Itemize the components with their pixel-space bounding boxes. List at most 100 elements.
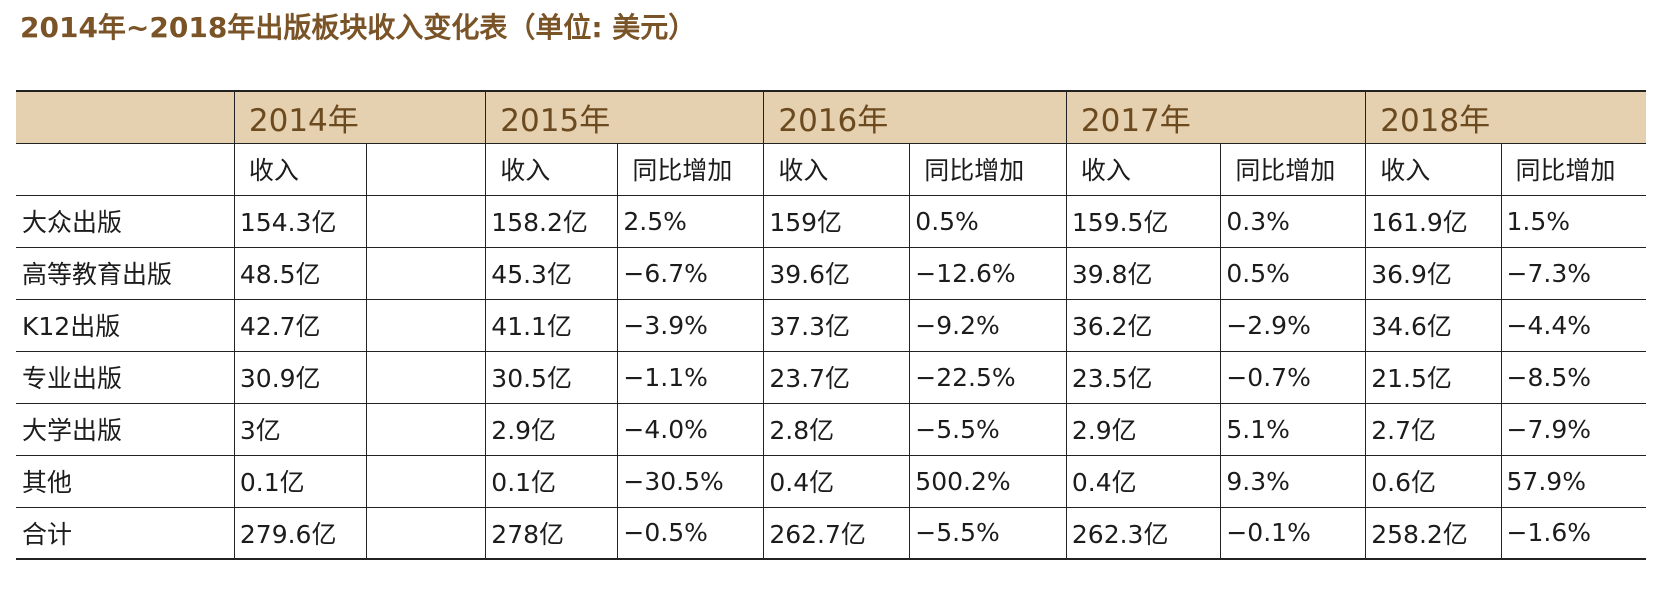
revenue-2015: 0.1亿 <box>485 455 618 508</box>
yoy-2017: 9.3% <box>1220 455 1366 508</box>
revenue-2017: 36.2亿 <box>1065 299 1221 352</box>
revenue-2017: 262.3亿 <box>1065 507 1221 560</box>
table-title: 2014年~2018年出版板块收入变化表（单位: 美元） <box>20 11 697 44</box>
yoy-2017: −2.9% <box>1220 299 1366 352</box>
yoy-2018: −1.6% <box>1500 507 1646 560</box>
yoy-2018: −7.3% <box>1500 247 1646 300</box>
yoy-2016: −5.5% <box>909 507 1067 560</box>
table-row: 大众出版 154.3亿 158.2亿 2.5% 159亿 0.5% 159.5亿… <box>16 195 1646 248</box>
revenue-2018: 2.7亿 <box>1365 403 1502 456</box>
revenue-2018: 21.5亿 <box>1365 351 1502 404</box>
revenue-2018: 34.6亿 <box>1365 299 1502 352</box>
revenue-2017: 23.5亿 <box>1065 351 1221 404</box>
yoy-2015: −30.5% <box>617 455 764 508</box>
revenue-2015: 45.3亿 <box>485 247 618 300</box>
revenue-2016: 262.7亿 <box>763 507 910 560</box>
subheader-revenue-2017: 收入 <box>1065 143 1221 196</box>
revenue-2018: 36.9亿 <box>1365 247 1502 300</box>
yoy-2016: −5.5% <box>909 403 1067 456</box>
yoy-2018: −7.9% <box>1500 403 1646 456</box>
row-label: 合计 <box>16 507 235 560</box>
revenue-2015: 30.5亿 <box>485 351 618 404</box>
year-header-row: 2014年 2015年 2016年 2017年 2018年 <box>16 90 1646 144</box>
row-label: 专业出版 <box>16 351 235 404</box>
revenue-2018: 161.9亿 <box>1365 195 1502 248</box>
year-header-2016: 2016年 <box>763 90 1067 144</box>
revenue-2016: 159亿 <box>763 195 910 248</box>
revenue-2018: 258.2亿 <box>1365 507 1502 560</box>
revenue-2014: 3亿 <box>233 403 367 456</box>
table-row-total: 合计 279.6亿 278亿 −0.5% 262.7亿 −5.5% 262.3亿… <box>16 507 1646 560</box>
table-row: 大学出版 3亿 2.9亿 −4.0% 2.8亿 −5.5% 2.9亿 5.1% … <box>16 403 1646 456</box>
row-label: 高等教育出版 <box>16 247 235 300</box>
revenue-2014: 0.1亿 <box>233 455 367 508</box>
year-header-2015: 2015年 <box>485 90 764 144</box>
table-row: 专业出版 30.9亿 30.5亿 −1.1% 23.7亿 −22.5% 23.5… <box>16 351 1646 404</box>
yoy-2017: 0.3% <box>1220 195 1366 248</box>
revenue-2015: 158.2亿 <box>485 195 618 248</box>
yoy-2018: −8.5% <box>1500 351 1646 404</box>
revenue-2014: 30.9亿 <box>233 351 367 404</box>
subheader-revenue-2015: 收入 <box>485 143 618 196</box>
revenue-2014: 279.6亿 <box>233 507 367 560</box>
yoy-2017: −0.1% <box>1220 507 1366 560</box>
subheader-row: 收入 收入 同比增加 收入 同比增加 收入 同比增加 收入 同比增加 <box>16 143 1646 196</box>
year-header-2014: 2014年 <box>233 90 486 144</box>
yoy-2015: −0.5% <box>617 507 764 560</box>
revenue-2017: 2.9亿 <box>1065 403 1221 456</box>
revenue-2017: 159.5亿 <box>1065 195 1221 248</box>
yoy-2016: 500.2% <box>909 455 1067 508</box>
yoy-2016: 0.5% <box>909 195 1067 248</box>
revenue-table: 2014年 2015年 2016年 2017年 2018年 收入 收入 同比增加… <box>16 90 1646 560</box>
yoy-2018: 57.9% <box>1500 455 1646 508</box>
empty-2014 <box>365 351 486 404</box>
revenue-2014: 154.3亿 <box>233 195 367 248</box>
revenue-2015: 2.9亿 <box>485 403 618 456</box>
revenue-2018: 0.6亿 <box>1365 455 1502 508</box>
row-label: K12出版 <box>16 299 235 352</box>
yoy-2018: −4.4% <box>1500 299 1646 352</box>
corner-cell <box>16 90 235 144</box>
subheader-revenue-2014: 收入 <box>233 143 367 196</box>
revenue-2017: 39.8亿 <box>1065 247 1221 300</box>
subheader-yoy-2015: 同比增加 <box>617 143 764 196</box>
empty-2014 <box>365 247 486 300</box>
revenue-2016: 0.4亿 <box>763 455 910 508</box>
yoy-2015: −3.9% <box>617 299 764 352</box>
revenue-2016: 23.7亿 <box>763 351 910 404</box>
empty-2014 <box>365 507 486 560</box>
subheader-revenue-2018: 收入 <box>1365 143 1502 196</box>
revenue-2014: 42.7亿 <box>233 299 367 352</box>
subheader-empty-2014 <box>365 143 486 196</box>
empty-2014 <box>365 403 486 456</box>
revenue-2016: 37.3亿 <box>763 299 910 352</box>
yoy-2015: 2.5% <box>617 195 764 248</box>
revenue-2016: 39.6亿 <box>763 247 910 300</box>
revenue-2016: 2.8亿 <box>763 403 910 456</box>
subheader-yoy-2016: 同比增加 <box>909 143 1067 196</box>
row-label: 大学出版 <box>16 403 235 456</box>
subheader-yoy-2017: 同比增加 <box>1220 143 1366 196</box>
revenue-2015: 41.1亿 <box>485 299 618 352</box>
row-label: 大众出版 <box>16 195 235 248</box>
yoy-2017: 0.5% <box>1220 247 1366 300</box>
subheader-blank <box>16 143 235 196</box>
yoy-2016: −9.2% <box>909 299 1067 352</box>
empty-2014 <box>365 299 486 352</box>
yoy-2015: −6.7% <box>617 247 764 300</box>
yoy-2016: −22.5% <box>909 351 1067 404</box>
subheader-yoy-2018: 同比增加 <box>1500 143 1646 196</box>
table-row: 其他 0.1亿 0.1亿 −30.5% 0.4亿 500.2% 0.4亿 9.3… <box>16 455 1646 508</box>
yoy-2015: −1.1% <box>617 351 764 404</box>
revenue-2017: 0.4亿 <box>1065 455 1221 508</box>
yoy-2015: −4.0% <box>617 403 764 456</box>
subheader-revenue-2016: 收入 <box>763 143 910 196</box>
yoy-2017: −0.7% <box>1220 351 1366 404</box>
row-label: 其他 <box>16 455 235 508</box>
yoy-2016: −12.6% <box>909 247 1067 300</box>
year-header-2017: 2017年 <box>1065 90 1366 144</box>
yoy-2018: 1.5% <box>1500 195 1646 248</box>
revenue-2015: 278亿 <box>485 507 618 560</box>
yoy-2017: 5.1% <box>1220 403 1366 456</box>
table-row: 高等教育出版 48.5亿 45.3亿 −6.7% 39.6亿 −12.6% 39… <box>16 247 1646 300</box>
